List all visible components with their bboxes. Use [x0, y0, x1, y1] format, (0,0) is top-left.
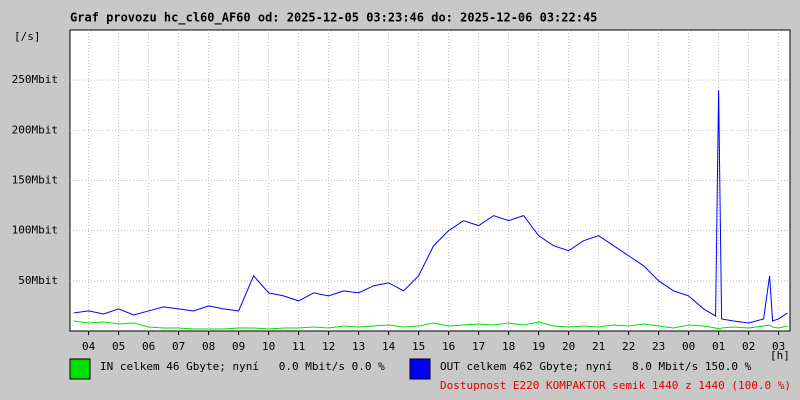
x-tick-label: 16 [442, 340, 455, 353]
x-tick-label: 09 [232, 340, 245, 353]
chart-title: Graf provozu hc_cl60_AF60 od: 2025-12-05… [70, 11, 597, 26]
y-axis-label: [/s] [14, 30, 41, 43]
x-tick-label: 07 [172, 340, 185, 353]
x-tick-label: 20 [562, 340, 575, 353]
x-tick-label: 15 [412, 340, 425, 353]
x-tick-label: 22 [622, 340, 635, 353]
series-line [73, 320, 788, 330]
x-tick-label: 04 [82, 340, 96, 353]
x-tick-label: 13 [352, 340, 365, 353]
x-tick-label: 19 [532, 340, 545, 353]
x-tick-label: 01 [712, 340, 725, 353]
x-tick-label: 00 [682, 340, 695, 353]
availability-note: Dostupnost E220 KOMPAKTOR semik 1440 z 1… [440, 379, 791, 392]
x-tick-label: 12 [322, 340, 335, 353]
x-tick-label: 11 [292, 340, 305, 353]
x-tick-label: 05 [112, 340, 125, 353]
x-tick-label: 03 [772, 340, 785, 353]
y-tick-label: 100Mbit [12, 224, 58, 237]
x-tick-label: 17 [472, 340, 485, 353]
x-axis-label: [h] [770, 349, 790, 362]
x-tick-label: 18 [502, 340, 515, 353]
legend-swatch [69, 358, 91, 380]
series-line [73, 90, 788, 324]
y-tick-label: 250Mbit [12, 73, 58, 86]
x-tick-label: 10 [262, 340, 275, 353]
x-tick-label: 14 [382, 340, 396, 353]
x-tick-label: 21 [592, 340, 605, 353]
legend-label: IN celkem 46 Gbyte; nyní 0.0 Mbit/s 0.0 … [100, 360, 385, 373]
x-tick-label: 23 [652, 340, 665, 353]
x-tick-label: 06 [142, 340, 155, 353]
x-tick-label: 08 [202, 340, 215, 353]
legend-label: OUT celkem 462 Gbyte; nyní 8.0 Mbit/s 15… [440, 360, 752, 373]
y-tick-label: 200Mbit [12, 123, 58, 136]
y-tick-label: 150Mbit [12, 174, 58, 187]
x-tick-label: 02 [742, 340, 755, 353]
y-tick-label: 50Mbit [18, 274, 58, 287]
legend-swatch [409, 358, 431, 380]
